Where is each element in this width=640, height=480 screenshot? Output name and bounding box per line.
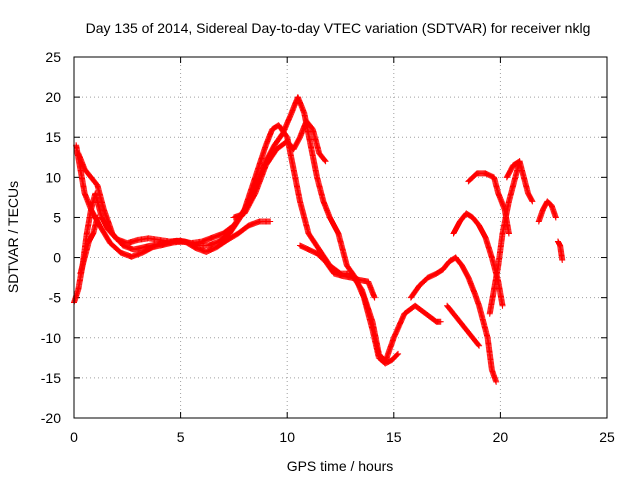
plot-frame [73, 56, 608, 419]
series-track-6 [296, 242, 378, 301]
y-tick-label: -10 [41, 330, 61, 346]
tick-labels: 0 5 10 15 20 25 -20 -15 -10 -5 0 5 10 15 20 25 [41, 49, 615, 445]
data-point [499, 302, 506, 309]
x-tick-label: 0 [70, 429, 78, 445]
data-point [529, 198, 536, 205]
y-tick-label: 10 [45, 169, 61, 185]
data-point [267, 218, 274, 225]
y-tick-label: 25 [45, 49, 61, 65]
y-tick-label: 5 [53, 209, 61, 225]
x-tick-label: 15 [386, 429, 402, 445]
series-track-9 [444, 302, 483, 349]
data-point [552, 214, 559, 221]
data-point [394, 351, 401, 358]
y-tick-label: -15 [41, 370, 61, 386]
data-point [505, 230, 512, 237]
data-point [476, 342, 483, 349]
data-point [371, 294, 378, 301]
x-axis-label: GPS time / hours [287, 458, 394, 474]
y-tick-label: 20 [45, 89, 61, 105]
series-track-15 [554, 238, 566, 263]
data-point [475, 341, 482, 348]
x-tick-label: 25 [599, 429, 615, 445]
data-point [528, 197, 535, 204]
y-tick-label: -5 [49, 290, 62, 306]
data-point [493, 378, 500, 385]
y-tick-label: 15 [45, 129, 61, 145]
series-track-12 [486, 158, 523, 317]
series-track-7 [407, 254, 459, 301]
grid [74, 57, 607, 418]
data-point [322, 158, 329, 165]
series-track-4 [77, 214, 101, 277]
series-track-13 [503, 158, 536, 205]
x-tick-label: 20 [493, 429, 509, 445]
data-point [321, 157, 328, 164]
y-axis-label: SDTVAR / TECUs [5, 181, 21, 293]
data-point [395, 350, 402, 357]
y-tick-label: 0 [53, 250, 61, 266]
data-marks [71, 94, 566, 385]
x-tick-label: 5 [177, 429, 185, 445]
series-track-2 [73, 142, 274, 260]
series-track-8 [452, 254, 500, 385]
series-track-5 [230, 118, 329, 221]
data-point [559, 256, 566, 263]
x-tick-label: 10 [279, 429, 295, 445]
chart-title: Day 135 of 2014, Sidereal Day-to-day VTE… [86, 20, 591, 36]
series-track-14 [535, 198, 559, 225]
data-point [94, 214, 101, 221]
y-tick-label: -20 [41, 410, 61, 426]
data-point [437, 318, 444, 325]
